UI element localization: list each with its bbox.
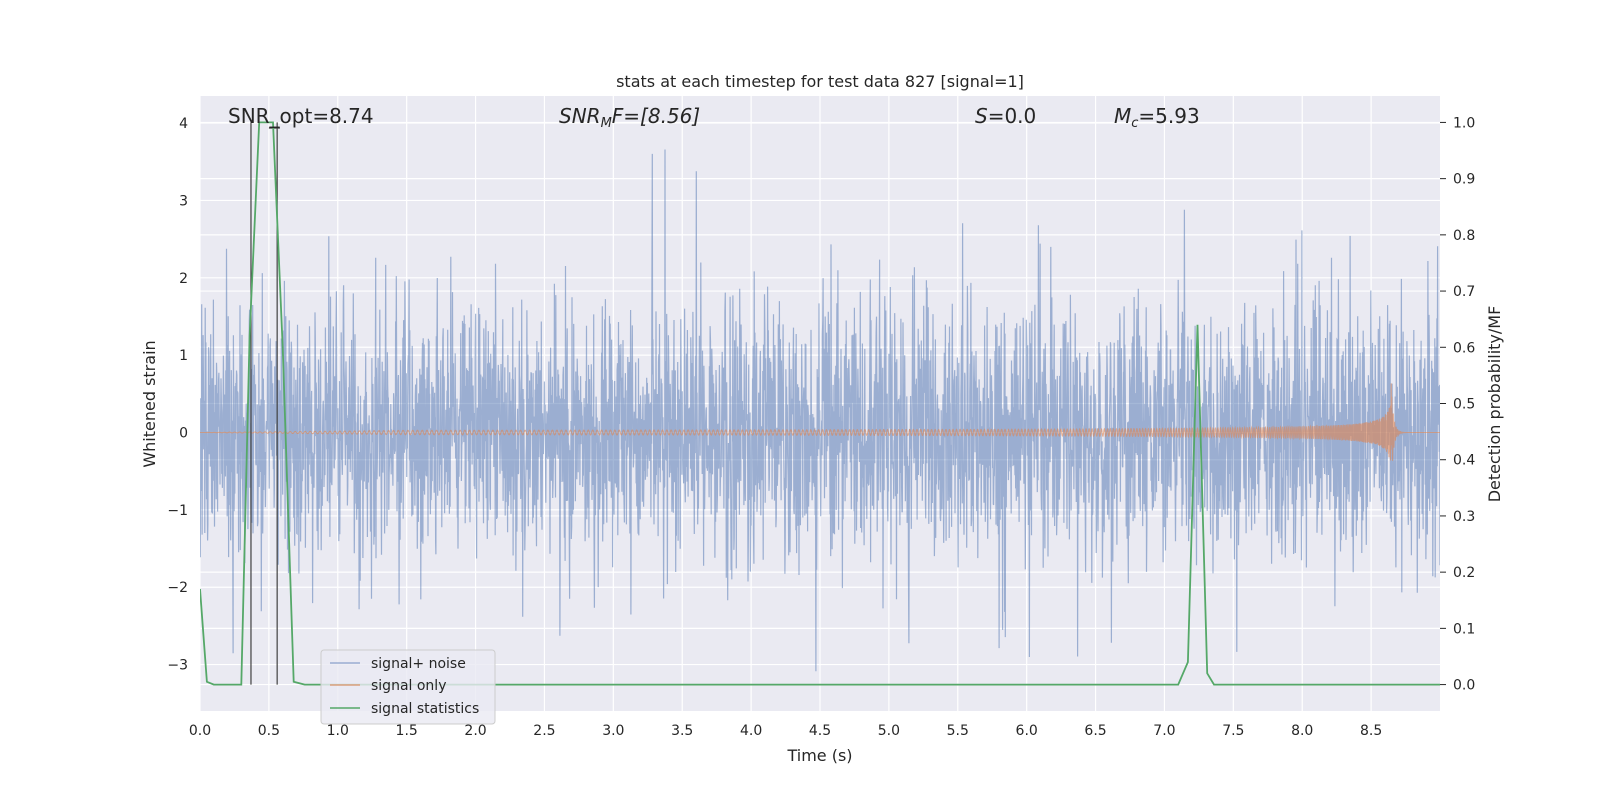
y2-tick-label: 0.8 [1453,228,1475,244]
annotation-snr-mf-prefix: SNR [559,104,601,128]
x-axis-label: Time (s) [786,746,852,765]
annotation-s-suffix: =0.0 [988,104,1037,128]
y2-tick-label: 0.3 [1453,509,1475,525]
y-tick-label: 0 [179,426,188,442]
y2-tick-label: 0.4 [1453,453,1475,469]
legend-label-signal-only: signal only [371,678,446,694]
x-tick-label: 6.0 [1016,723,1038,739]
x-tick-label: 0.0 [189,723,211,739]
annotation-snr-opt: SNR_opt=8.74 [228,104,374,128]
legend-box [320,649,496,725]
y2-tick-label: 0.9 [1453,172,1475,188]
x-tick-label: 3.5 [671,723,693,739]
y2-tick-label: 0.2 [1453,565,1475,581]
x-tick-label: 1.5 [396,723,418,739]
x-tick-label: 4.5 [809,723,831,739]
y-tick-label: −2 [167,580,188,596]
y-tick-label: 1 [179,348,188,364]
series-signal-only-line [200,383,1440,461]
x-tick-label: 8.0 [1291,723,1313,739]
legend-label-signal-statistics: signal statistics [371,701,479,717]
x-tick-label: 3.0 [602,723,624,739]
annotation-mc-sub: c [1131,116,1138,131]
y-tick-label: 3 [179,193,188,209]
legend: signal+ noise signal only signal statist… [320,649,496,725]
y2-tick-label: 1.0 [1453,115,1475,131]
x-tick-label: 7.5 [1222,723,1244,739]
annotation-mc: Mc=5.93 [1114,104,1200,131]
legend-label-signal-noise: signal+ noise [371,656,466,672]
x-tick-label: 2.0 [464,723,486,739]
annotation-snr-mf: SNRMF=[8.56] [559,104,700,131]
y2-axis-label: Detection probability/MF [1485,306,1504,503]
y2-tick-label: 0.0 [1453,678,1475,694]
x-tick-label: 7.0 [1153,723,1175,739]
y-tick-label: 2 [179,271,188,287]
series-signal-statistics-line [200,121,1440,686]
x-tick-label: 4.0 [740,723,762,739]
annotation-mc-suffix: =5.93 [1138,104,1199,128]
annotation-snr-mf-suffix: F=[8.56] [612,104,700,128]
y2-tick-label: 0.5 [1453,397,1475,413]
annotation-s: S=0.0 [975,104,1036,128]
annotation-snr-mf-sub: M [601,116,612,131]
x-tick-label: 5.5 [947,723,969,739]
y2-tick-label: 0.6 [1453,340,1475,356]
x-tick-label: 8.5 [1360,723,1382,739]
x-tick-label: 2.5 [533,723,555,739]
y2-tick-label: 0.7 [1453,284,1475,300]
y-axis-label: Whitened strain [140,340,159,467]
y-tick-label: −3 [167,658,188,674]
y-tick-label: 4 [179,116,188,132]
y2-tick-label: 0.1 [1453,621,1475,637]
annotation-mc-prefix: M [1114,104,1131,128]
y-tick-label: −1 [167,503,188,519]
x-tick-label: 0.5 [258,723,280,739]
x-tick-label: 5.0 [878,723,900,739]
x-tick-label: 6.5 [1084,723,1106,739]
annotation-s-prefix: S [975,104,988,128]
chart-title: stats at each timestep for test data 827… [616,72,1024,91]
x-tick-label: 1.0 [327,723,349,739]
